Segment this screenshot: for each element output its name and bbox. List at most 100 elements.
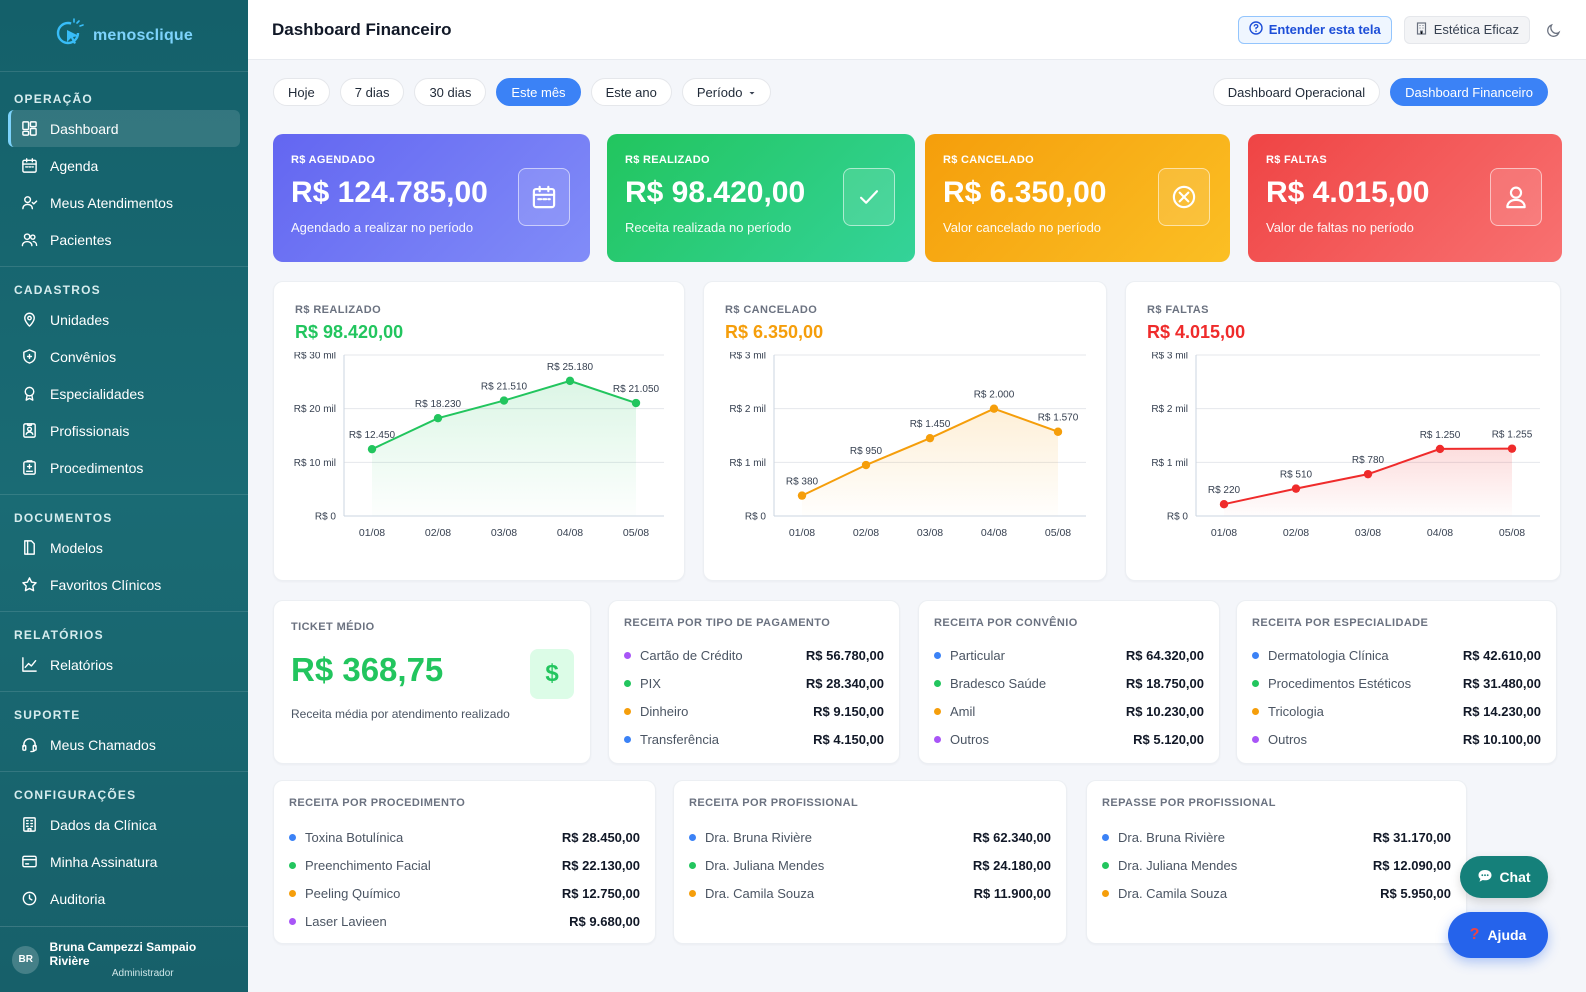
period-filter-3[interactable]: Este mês — [496, 78, 581, 106]
list-card-transfer: REPASSE POR PROFISSIONAL Dra. Bruna Riviè… — [1086, 780, 1467, 944]
sidebar-item-especialidades[interactable]: Especialidades — [8, 375, 240, 412]
period-filter-5[interactable]: Período — [681, 78, 772, 106]
list-item: Dra. Camila Souza R$ 5.950,00 — [1102, 879, 1451, 907]
nav-divider — [0, 691, 248, 692]
period-filter-label: Período — [696, 84, 743, 100]
sidebar-item-meus-atendimentos[interactable]: Meus Atendimentos — [8, 184, 240, 221]
y-tick-label: R$ 20 mil — [294, 404, 336, 415]
ticket-label: TICKET MÉDIO — [291, 621, 375, 633]
nav-divider — [0, 266, 248, 267]
row-label: Dra. Juliana Mendes — [1118, 857, 1238, 873]
star-icon — [20, 576, 38, 594]
list-card-insurance: RECEITA POR CONVÊNIO Particular R$ 64.320,… — [918, 600, 1220, 764]
data-label: R$ 21.050 — [613, 384, 660, 395]
row-label: Toxina Botulínica — [305, 829, 404, 845]
data-label: R$ 12.450 — [349, 430, 396, 441]
row-value: R$ 62.340,00 — [972, 829, 1051, 845]
legend-dot — [289, 833, 296, 841]
cancel-circle-icon — [1158, 168, 1210, 226]
chevron-down-icon — [748, 85, 756, 100]
x-tick-label: 01/08 — [1211, 527, 1237, 539]
period-filter-label: Este ano — [605, 84, 657, 100]
sidebar-item-auditoria[interactable]: Auditoria — [8, 880, 240, 917]
x-tick-label: 03/08 — [1355, 527, 1381, 539]
nav-section-title: CADASTROS — [14, 283, 101, 297]
dashboard-tab-0[interactable]: Dashboard Operacional — [1212, 78, 1381, 106]
chat-label: Chat — [1499, 869, 1531, 885]
clinic-name: Estética Eficaz — [1433, 22, 1519, 37]
sidebar-item-unidades[interactable]: Unidades — [8, 301, 240, 338]
nav-section-title: OPERAÇÃO — [14, 92, 93, 106]
sidebar-item-convenios[interactable]: Convênios — [8, 338, 240, 375]
list-card-professional: RECEITA POR PROFISSIONAL Dra. Bruna Riviè… — [673, 780, 1067, 944]
y-tick-label: R$ 1 mil — [1151, 458, 1188, 469]
data-point — [1053, 427, 1063, 436]
y-tick-label: R$ 0 — [1167, 512, 1189, 523]
sidebar-item-label: Profissionais — [50, 422, 130, 439]
row-value: R$ 4.150,00 — [813, 731, 884, 747]
sidebar-item-meus-chamados[interactable]: Meus Chamados — [8, 726, 240, 763]
user-role: Administrador — [111, 968, 174, 979]
nav-section-title: CONFIGURAÇÕES — [14, 788, 137, 802]
understand-screen-button[interactable]: Entender esta tela — [1237, 15, 1392, 44]
sidebar-item-dados-da-clinica[interactable]: Dados da Clínica — [8, 806, 240, 843]
cursor-click-icon — [55, 18, 85, 53]
row-value: R$ 12.090,00 — [1372, 857, 1451, 873]
x-tick-label: 04/08 — [1427, 527, 1453, 539]
dashboard-tab-1[interactable]: Dashboard Financeiro — [1390, 78, 1548, 106]
sidebar-item-favoritos-clinicos[interactable]: Favoritos Clínicos — [8, 566, 240, 603]
period-filter-2[interactable]: 30 dias — [414, 78, 487, 106]
series-area — [372, 380, 636, 516]
list-item: Dra. Bruna Rivière R$ 31.170,00 — [1102, 823, 1451, 851]
list-item: Laser Lavieen R$ 9.680,00 — [289, 907, 640, 935]
data-point — [861, 460, 871, 470]
list-title: RECEITA POR PROCEDIMENTO — [289, 797, 466, 809]
sidebar-item-profissionais[interactable]: Profissionais — [8, 412, 240, 449]
sidebar-item-minha-assinatura[interactable]: Minha Assinatura — [8, 843, 240, 880]
help-button[interactable]: ? Ajuda — [1448, 912, 1548, 958]
kpi-value: R$ 6.350,00 — [943, 176, 1107, 209]
legend-dot — [689, 861, 696, 869]
user-icon — [1490, 168, 1542, 226]
sidebar-item-pacientes[interactable]: Pacientes — [8, 221, 240, 258]
chart-card: R$ CANCELADO R$ 6.350,00 R$ 0 R$ 1 mil R$ 2 … — [703, 281, 1107, 581]
period-filter-0[interactable]: Hoje — [273, 78, 330, 106]
row-label: Tricologia — [1268, 703, 1324, 719]
sidebar-item-procedimentos[interactable]: Procedimentos — [8, 449, 240, 486]
understand-screen-label: Entender esta tela — [1268, 22, 1381, 37]
sidebar-item-modelos[interactable]: Modelos — [8, 529, 240, 566]
data-point — [925, 433, 935, 443]
row-label: Preenchimento Facial — [305, 857, 431, 873]
nav-section: SUPORTE Meus Chamados — [0, 696, 248, 763]
row-label: Cartão de Crédito — [640, 647, 743, 663]
calendar-icon — [518, 168, 570, 226]
row-value: R$ 42.610,00 — [1462, 647, 1541, 663]
legend-dot — [1252, 651, 1259, 659]
moon-icon[interactable] — [1546, 22, 1562, 38]
row-value: R$ 28.450,00 — [561, 829, 640, 845]
clinic-selector[interactable]: Estética Eficaz — [1403, 15, 1530, 44]
list-item: Dra. Bruna Rivière R$ 62.340,00 — [689, 823, 1051, 851]
row-value: R$ 12.750,00 — [561, 885, 640, 901]
period-filter-4[interactable]: Este ano — [590, 78, 672, 106]
nav-divider — [0, 771, 248, 772]
period-filter-label: Este mês — [511, 84, 566, 100]
x-tick-label: 02/08 — [853, 527, 879, 539]
row-label: Dermatologia Clínica — [1268, 647, 1389, 663]
chat-button[interactable]: Chat — [1460, 856, 1548, 898]
data-point — [1507, 444, 1517, 453]
user-profile[interactable]: BR Bruna Campezzi Sampaio Rivière Admini… — [0, 926, 248, 992]
list-item: Tricologia R$ 14.230,00 — [1252, 697, 1541, 725]
data-label: R$ 950 — [850, 446, 883, 457]
row-label: Dra. Bruna Rivière — [705, 829, 812, 845]
sidebar-item-label: Especialidades — [50, 385, 145, 402]
row-value: R$ 56.780,00 — [805, 647, 884, 663]
sidebar-item-relatorios[interactable]: Relatórios — [8, 646, 240, 683]
list-item: Dermatologia Clínica R$ 42.610,00 — [1252, 641, 1541, 669]
sidebar-item-label: Unidades — [50, 311, 110, 328]
sidebar-item-dashboard[interactable]: Dashboard — [8, 110, 240, 147]
kpi-desc: Valor cancelado no período — [943, 220, 1102, 235]
sidebar-item-agenda[interactable]: Agenda — [8, 147, 240, 184]
logo[interactable]: menosclique — [0, 0, 248, 72]
period-filter-1[interactable]: 7 dias — [339, 78, 405, 106]
